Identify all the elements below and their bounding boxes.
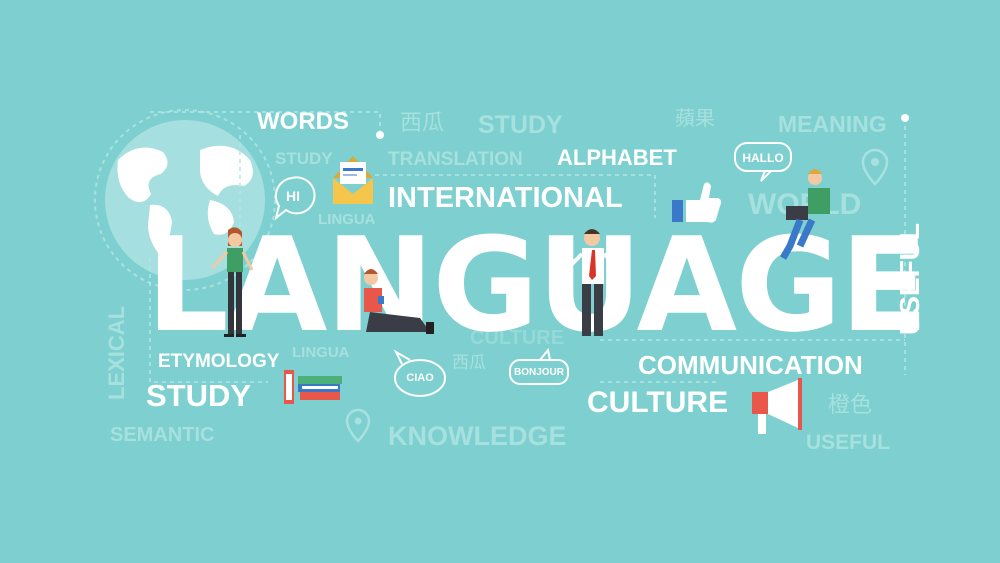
- bubble-text-hi: HI: [286, 188, 300, 204]
- chinese-text: 橙色: [828, 393, 873, 418]
- word-semantic: SEMANTIC: [110, 424, 215, 446]
- dot-marker: [376, 131, 384, 139]
- word-useful-bottom: USEFUL: [806, 431, 890, 454]
- word-alphabet: ALPHABET: [557, 145, 677, 170]
- dot-marker: [901, 114, 909, 122]
- person-laptop-man-figure: [779, 169, 830, 260]
- envelope-icon: [333, 156, 373, 204]
- word-meaning: MEANING: [778, 111, 887, 137]
- person-sitting-man-figure: [364, 269, 434, 334]
- bubble-text-ciao: CIAO: [406, 372, 434, 384]
- speech-bubble-ciao: [393, 349, 446, 397]
- word-lingua-bottom: LINGUA: [292, 344, 350, 361]
- word-etymology: ETYMOLOGY: [158, 351, 280, 372]
- word-culture: CULTURE: [587, 386, 729, 419]
- word-communication: COMMUNICATION: [638, 350, 863, 380]
- megaphone-icon: [752, 378, 802, 434]
- chinese-text: 蘋果: [675, 106, 715, 130]
- person-woman-figure: [210, 227, 254, 337]
- dashed-connectors: [149, 111, 906, 383]
- word-study-bottom: STUDY: [146, 378, 252, 413]
- word-knowledge: KNOWLEDGE: [388, 421, 567, 451]
- chinese-text: 西瓜: [452, 353, 486, 373]
- chinese-text: 西瓜: [400, 111, 445, 136]
- speech-bubble-bonjour: [509, 347, 569, 385]
- location-pin-icon: [345, 408, 371, 443]
- bubble-text-hallo: HALLO: [742, 151, 784, 165]
- word-study-small: STUDY: [275, 149, 333, 168]
- speech-bubble-hallo: [734, 142, 792, 182]
- word-international: INTERNATIONAL: [388, 182, 623, 214]
- word-translation: TRANSLATION: [388, 149, 523, 170]
- speech-bubble-hi: [274, 176, 316, 221]
- bubble-text-bonjour: BONJOUR: [513, 367, 564, 378]
- location-pin-icon: [861, 148, 889, 186]
- globe-icon: [94, 109, 276, 291]
- word-study-top: STUDY: [478, 111, 563, 139]
- word-culture-ghost: CULTURE: [470, 327, 565, 349]
- word-lingua-top: LINGUA: [318, 211, 376, 228]
- word-words: WORDS: [257, 108, 349, 135]
- person-businessman-figure: [564, 229, 616, 336]
- thumbs-up-icon: [672, 182, 722, 223]
- books-icon: [284, 370, 342, 404]
